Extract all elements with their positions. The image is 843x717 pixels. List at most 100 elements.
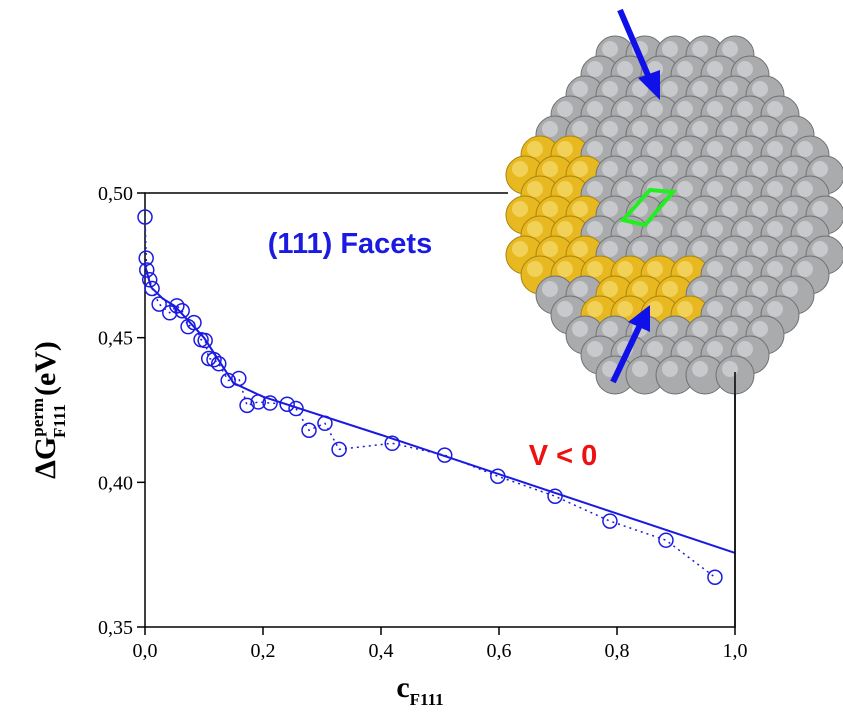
atom-highlight	[662, 281, 678, 297]
atom-highlight	[647, 261, 663, 277]
atom-highlight	[692, 361, 708, 377]
data-point	[139, 262, 155, 278]
atom-highlight	[797, 141, 813, 157]
atom-highlight	[737, 341, 753, 357]
atom-highlight	[662, 161, 678, 177]
data-point	[602, 513, 618, 529]
data-point	[144, 280, 160, 297]
y-label-sub: F111	[50, 404, 69, 438]
atom-highlight	[602, 201, 618, 217]
atom-highlight	[707, 301, 723, 317]
atom-highlight	[632, 161, 648, 177]
atom-highlight	[527, 141, 543, 157]
atom-highlight	[752, 281, 768, 297]
atom-highlight	[707, 61, 723, 77]
atom-highlight	[557, 141, 573, 157]
atom-highlight	[557, 301, 573, 317]
atom-highlight	[647, 341, 663, 357]
atom-highlight	[662, 121, 678, 137]
atom-highlight	[602, 241, 618, 257]
atom-highlight	[587, 341, 603, 357]
atom-highlight	[572, 281, 588, 297]
atom-highlight	[707, 101, 723, 117]
atom-highlight	[662, 321, 678, 337]
atom-highlight	[692, 121, 708, 137]
atom-highlight	[587, 261, 603, 277]
atom-highlight	[557, 261, 573, 277]
atom-highlight	[572, 81, 588, 97]
unit-cell	[619, 187, 678, 228]
atom-highlight	[617, 261, 633, 277]
atom-highlight	[557, 101, 573, 117]
atom-highlight	[692, 41, 708, 57]
data-point	[197, 332, 213, 349]
atom-highlight	[767, 221, 783, 237]
atom-highlight	[767, 301, 783, 317]
atom-highlight	[782, 161, 798, 177]
atom-highlight	[707, 141, 723, 157]
x-tick-label: 0,4	[369, 640, 394, 662]
atom-highlight	[587, 181, 603, 197]
atom-highlight	[737, 301, 753, 317]
atom-highlight	[707, 341, 723, 357]
series-line	[144, 264, 736, 554]
atom-highlight	[602, 121, 618, 137]
atom-highlight	[632, 121, 648, 137]
data-point	[331, 441, 347, 458]
atom-highlight	[587, 61, 603, 77]
atom-highlight	[572, 161, 588, 177]
arrow-top-head	[638, 70, 660, 100]
atom-highlight	[722, 281, 738, 297]
atom-highlight	[632, 81, 648, 97]
arrow-bottom	[610, 323, 643, 384]
x-axis-label: cF111	[396, 671, 443, 709]
atom-highlight	[572, 121, 588, 137]
atom-highlight	[722, 161, 738, 177]
data-point	[151, 296, 167, 312]
atom-highlight	[737, 141, 753, 157]
annotation: V < 0	[529, 440, 598, 472]
atom-highlight	[587, 101, 603, 117]
atom-highlight	[527, 181, 543, 197]
atom-highlight	[602, 41, 618, 57]
atom-highlight	[722, 241, 738, 257]
data-point	[279, 396, 295, 412]
arrow-top	[617, 8, 653, 82]
arrow-bottom-head	[628, 305, 650, 332]
atom-highlight	[752, 321, 768, 337]
atom-highlight	[647, 301, 663, 317]
atom-highlight	[512, 161, 528, 177]
atom-highlight	[677, 261, 693, 277]
atom-highlight	[617, 101, 633, 117]
atom-highlight	[737, 101, 753, 117]
x-tick-label: 0,6	[487, 640, 512, 662]
atom-highlight	[722, 81, 738, 97]
atom-highlight	[617, 141, 633, 157]
data-point	[707, 569, 723, 585]
atom-highlight	[527, 221, 543, 237]
atom-highlight	[647, 221, 663, 237]
atom-highlight	[797, 261, 813, 277]
atom-highlight	[677, 341, 693, 357]
y-label-unit: (eV)	[29, 341, 62, 396]
atom-highlight	[572, 201, 588, 217]
atom-highlight	[737, 181, 753, 197]
y-tick-label: 0,35	[98, 617, 133, 639]
atom-highlight	[752, 161, 768, 177]
atom-highlight	[752, 81, 768, 97]
atom-highlight	[737, 221, 753, 237]
data-point	[436, 447, 453, 463]
atom-highlight	[692, 201, 708, 217]
y-tick-label: 0,40	[98, 472, 133, 494]
atom-highlight	[527, 261, 543, 277]
atom-highlight	[542, 201, 558, 217]
x-label-main: c	[396, 671, 409, 704]
atom-highlight	[662, 41, 678, 57]
atom-highlight	[602, 321, 618, 337]
x-tick-label: 1,0	[723, 640, 748, 662]
atom-highlight	[737, 61, 753, 77]
data-point	[301, 422, 317, 439]
atom-highlight	[797, 181, 813, 197]
x-tick-label: 0,0	[133, 640, 158, 662]
data-point	[239, 397, 255, 414]
